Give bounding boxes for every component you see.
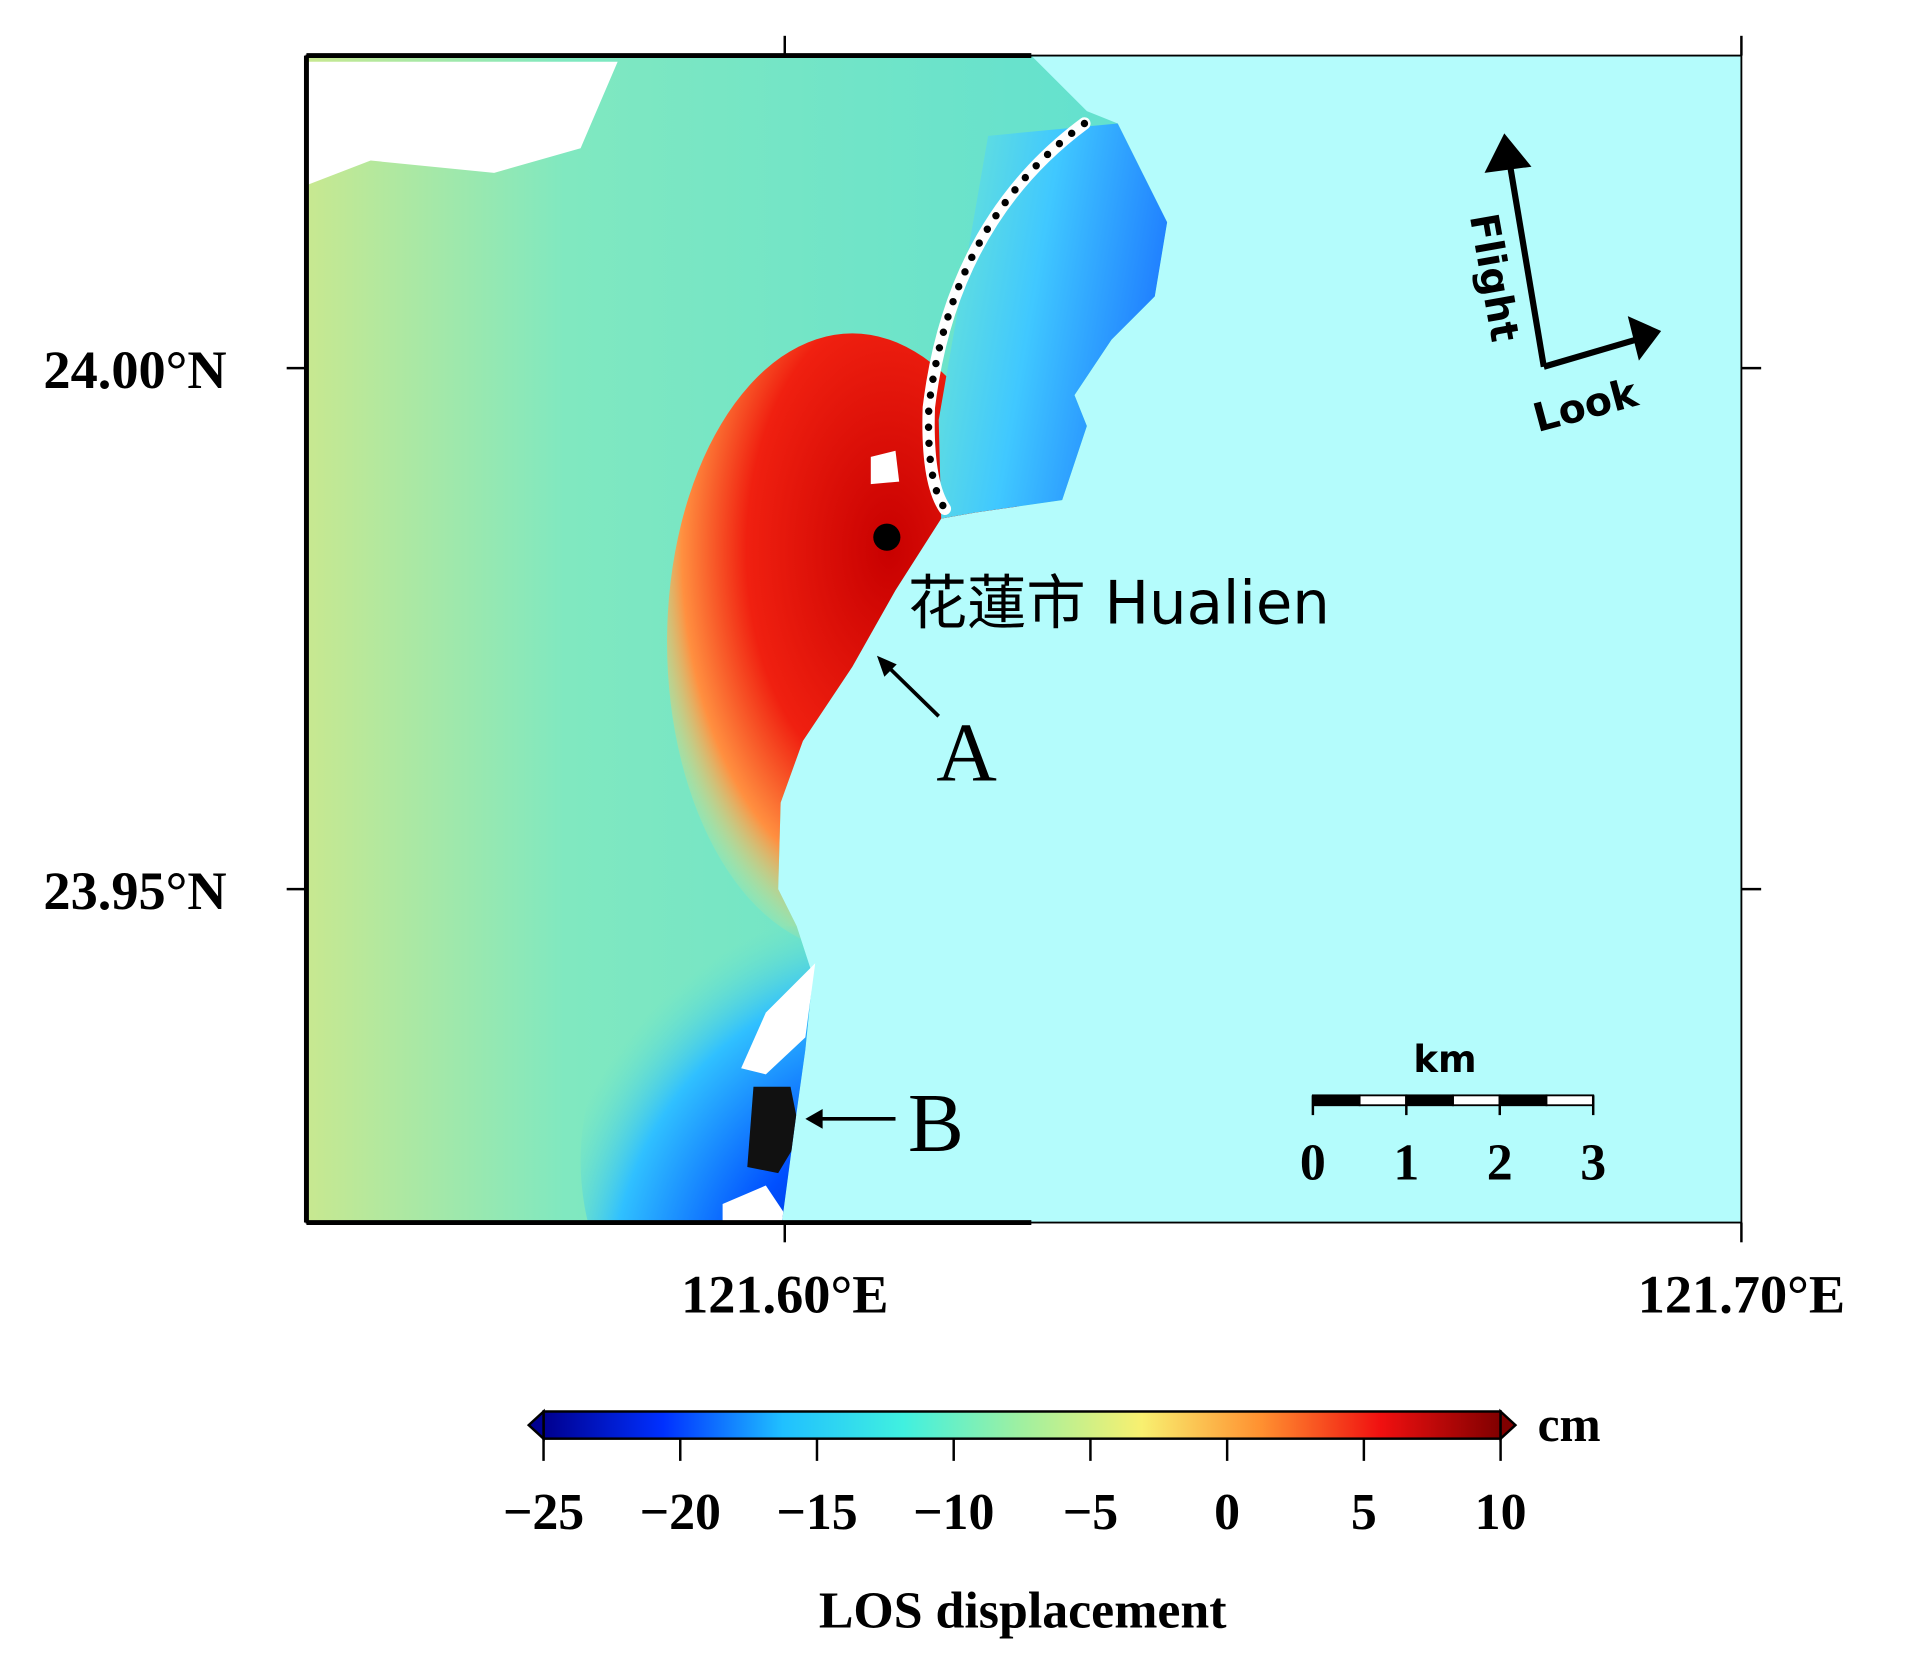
scale-tick-label: 2: [1487, 1134, 1513, 1191]
city-point: [873, 523, 901, 551]
scale-segment: [1311, 1094, 1361, 1107]
label-b: B: [908, 1077, 964, 1170]
fault-line: [924, 119, 1089, 513]
y-tick-label: 24.00°N: [43, 340, 226, 400]
colorbar-tick-label: −5: [1063, 1484, 1118, 1541]
no-data: [741, 963, 816, 1075]
arrowhead-b: [805, 1108, 823, 1129]
colorbar-tick-label: 5: [1351, 1484, 1377, 1541]
x-tick-label: 121.70°E: [1638, 1265, 1845, 1325]
arrow-a: [883, 661, 941, 718]
scale-segment: [1358, 1094, 1408, 1107]
colorbar-bar: [542, 1410, 1502, 1440]
scale-segment: [1452, 1094, 1501, 1107]
look-arrowhead: [1627, 316, 1662, 361]
flight-arrowhead: [1484, 133, 1532, 173]
colorbar-tick-label: −25: [503, 1484, 584, 1541]
colorbar-tick-label: −20: [640, 1484, 721, 1541]
y-tick-label: 23.95°N: [43, 861, 226, 921]
scale-tick-label: 0: [1300, 1134, 1326, 1191]
colorbar-extend-high: [1499, 1408, 1518, 1442]
no-data: [306, 61, 618, 186]
scale-segment: [1498, 1094, 1548, 1107]
flight-arrow: [1506, 160, 1547, 368]
no-data: [870, 450, 900, 485]
colorbar: cm LOS displacement −25 −20 −15 −10 −5 0 5 10: [503, 1397, 1601, 1639]
no-data: [747, 1086, 801, 1174]
scale-segment: [1545, 1094, 1595, 1107]
scale-bar: km 0 1 2 3: [1300, 1038, 1606, 1191]
arrowhead-a: [876, 655, 897, 677]
colorbar-tick-label: 10: [1475, 1484, 1527, 1541]
city-label: 花蓮市 Hualien: [908, 569, 1330, 638]
colorbar-tick-label: −15: [776, 1484, 857, 1541]
scale-unit: km: [1413, 1038, 1476, 1081]
scale-tick-label: 3: [1580, 1134, 1606, 1191]
colorbar-label: LOS displacement: [819, 1583, 1227, 1640]
scale-tick-label: 1: [1393, 1134, 1419, 1191]
colorbar-extend-low: [526, 1408, 545, 1442]
label-a: A: [936, 706, 997, 799]
look-arrow: [1542, 336, 1638, 370]
colorbar-tick-label: 0: [1214, 1484, 1240, 1541]
x-tick-label: 121.60°E: [681, 1265, 888, 1325]
no-data: [722, 1185, 791, 1223]
colorbar-unit: cm: [1538, 1397, 1601, 1452]
scale-segment: [1405, 1094, 1454, 1107]
colorbar-tick-label: −10: [913, 1484, 994, 1541]
